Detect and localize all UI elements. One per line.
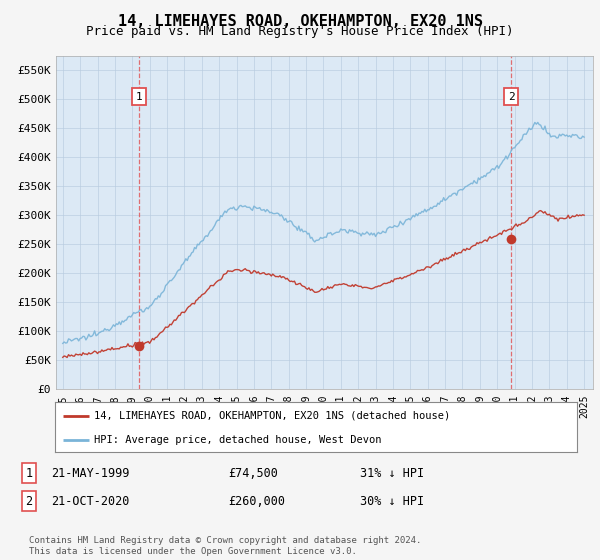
Text: 31% ↓ HPI: 31% ↓ HPI	[360, 466, 424, 480]
Text: £74,500: £74,500	[228, 466, 278, 480]
Text: 30% ↓ HPI: 30% ↓ HPI	[360, 494, 424, 508]
Text: 2: 2	[25, 494, 32, 508]
Text: 1: 1	[25, 466, 32, 480]
Text: Price paid vs. HM Land Registry's House Price Index (HPI): Price paid vs. HM Land Registry's House …	[86, 25, 514, 38]
Text: 21-OCT-2020: 21-OCT-2020	[51, 494, 130, 508]
Text: 1: 1	[136, 92, 142, 101]
Text: 14, LIMEHAYES ROAD, OKEHAMPTON, EX20 1NS (detached house): 14, LIMEHAYES ROAD, OKEHAMPTON, EX20 1NS…	[94, 410, 451, 421]
Text: 21-MAY-1999: 21-MAY-1999	[51, 466, 130, 480]
Text: 14, LIMEHAYES ROAD, OKEHAMPTON, EX20 1NS: 14, LIMEHAYES ROAD, OKEHAMPTON, EX20 1NS	[118, 14, 482, 29]
Text: 2: 2	[508, 92, 514, 101]
Text: HPI: Average price, detached house, West Devon: HPI: Average price, detached house, West…	[94, 435, 382, 445]
Text: Contains HM Land Registry data © Crown copyright and database right 2024.
This d: Contains HM Land Registry data © Crown c…	[29, 536, 421, 556]
Text: £260,000: £260,000	[228, 494, 285, 508]
